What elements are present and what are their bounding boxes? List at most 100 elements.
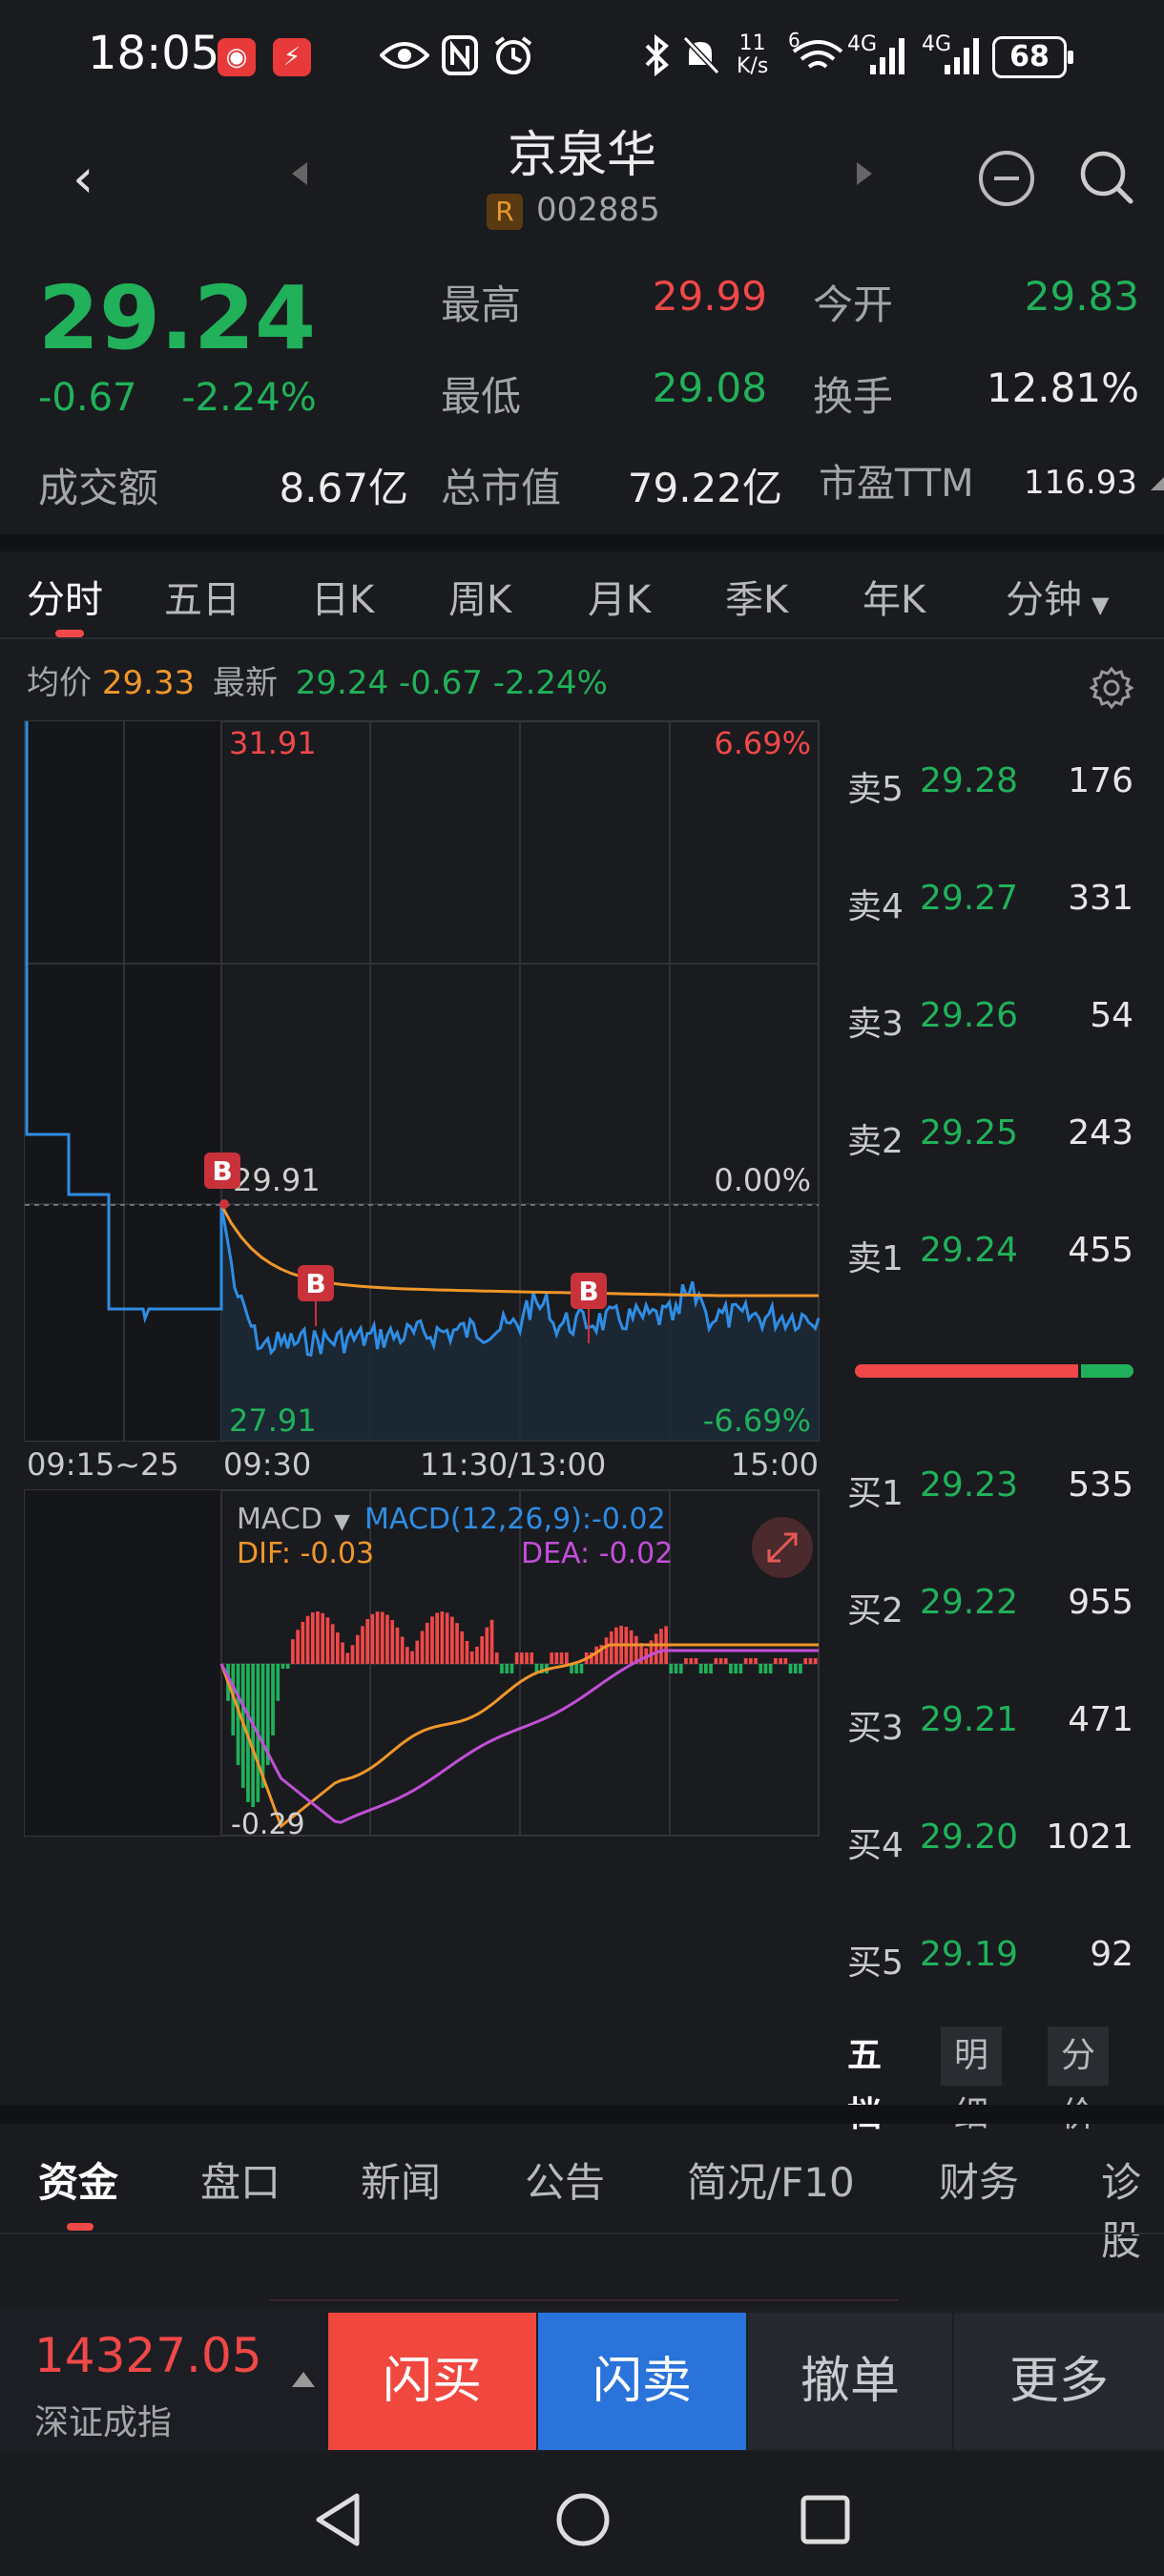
tab-weekly-k[interactable]: 周K — [448, 578, 512, 622]
bid-price: 29.22 — [920, 1583, 1019, 1622]
app-notification-icon: ⚡ — [273, 38, 311, 76]
tab-news[interactable]: 新闻 — [361, 2159, 442, 2206]
bid-price: 29.21 — [920, 1700, 1019, 1739]
bid-row[interactable]: 买2 29.22 955 — [847, 1583, 1133, 1640]
buy-marker[interactable]: B — [204, 1153, 240, 1209]
more-button[interactable]: 更多 — [954, 2313, 1164, 2450]
macd-bar — [723, 1658, 728, 1664]
chevron-down-icon[interactable]: ▼ — [334, 1510, 350, 1534]
macd-bar — [395, 1627, 400, 1664]
macd-bar — [460, 1631, 465, 1664]
tab-price-distribution[interactable]: 分价 — [1048, 2026, 1110, 2134]
nav-recents-icon[interactable] — [800, 2494, 851, 2545]
ask-price: 29.27 — [920, 879, 1019, 918]
ask-label: 卖2 — [847, 1122, 904, 1161]
bid-row[interactable]: 买4 29.20 1021 — [847, 1818, 1133, 1875]
flash-sell-button[interactable]: 闪卖 — [538, 2313, 746, 2450]
buy-marker-label: B — [305, 1268, 325, 1299]
macd-bar — [385, 1614, 389, 1664]
macd-selector[interactable]: MACD — [237, 1503, 322, 1536]
tab-intraday[interactable]: 分时 — [27, 578, 103, 622]
macd-bar — [336, 1632, 340, 1664]
tab-funds[interactable]: 资金 — [38, 2159, 119, 2206]
ask-label: 卖5 — [847, 770, 904, 809]
macd-bar — [759, 1664, 763, 1673]
ask-label: 卖1 — [847, 1239, 904, 1278]
tab-five-day[interactable]: 五日 — [164, 578, 240, 622]
macd-bar — [678, 1664, 683, 1673]
macd-bar — [316, 1611, 320, 1664]
ask-row[interactable]: 卖3 29.26 54 — [847, 996, 1133, 1053]
index-value[interactable]: 14327.05 — [34, 2328, 262, 2383]
macd-bar — [803, 1658, 808, 1664]
ask-row[interactable]: 卖1 29.24 455 — [847, 1231, 1133, 1288]
tab-diagnosis[interactable]: 诊股 — [1101, 2159, 1142, 2264]
bid-row[interactable]: 买3 29.21 471 — [847, 1700, 1133, 1757]
macd-bar — [370, 1613, 375, 1664]
divider — [0, 637, 1164, 639]
bid-volume: 535 — [1068, 1465, 1133, 1505]
ask-row[interactable]: 卖5 29.28 176 — [847, 761, 1133, 819]
ask-row[interactable]: 卖4 29.27 331 — [847, 879, 1133, 936]
net-speed-value: 11 — [738, 31, 766, 55]
buy-marker[interactable]: B — [298, 1265, 334, 1326]
tab-profile-f10[interactable]: 简况/F10 — [687, 2159, 855, 2206]
macd-bar — [321, 1612, 324, 1664]
gear-icon[interactable] — [1090, 666, 1133, 710]
next-stock-arrow[interactable] — [857, 162, 872, 185]
bid-row[interactable]: 买5 29.19 92 — [847, 1935, 1133, 1992]
macd-bar — [469, 1652, 474, 1664]
prev-stock-arrow[interactable] — [292, 162, 307, 185]
buy-marker[interactable]: B — [571, 1273, 607, 1343]
tab-handicap[interactable]: 盘口 — [200, 2159, 281, 2206]
macd-bar — [330, 1624, 335, 1664]
macd-bar — [260, 1664, 265, 1788]
remove-watchlist-button[interactable] — [979, 151, 1034, 206]
intraday-chart[interactable]: 31.91 29.91 27.91 6.69% 0.00% -6.69% B B… — [0, 706, 830, 2099]
system-nav-bar — [0, 2452, 1164, 2576]
nfc-icon — [442, 35, 478, 75]
turnover-value: 12.81% — [986, 364, 1139, 411]
status-bar: 18:05 ◉ ⚡ 11 K/s 6 4G 4G 68 — [0, 0, 1164, 114]
back-button[interactable]: ‹ — [73, 148, 94, 210]
tab-quarterly-k[interactable]: 季K — [725, 578, 789, 622]
macd-bar — [579, 1664, 584, 1673]
macd-bar — [430, 1616, 434, 1664]
macd-bar — [749, 1658, 753, 1664]
tab-monthly-k[interactable]: 月K — [588, 578, 652, 622]
tab-minute[interactable]: 分钟 ▼ — [1006, 569, 1109, 624]
macd-bar — [480, 1636, 484, 1664]
tab-announcements[interactable]: 公告 — [525, 2159, 606, 2206]
macd-bar — [734, 1664, 738, 1673]
macd-bar — [729, 1664, 733, 1673]
tab-yearly-k[interactable]: 年K — [863, 578, 926, 622]
tab-five-levels[interactable]: 五档 — [847, 2036, 883, 2134]
macd-bar — [634, 1635, 638, 1664]
macd-bar — [450, 1616, 454, 1664]
cancel-order-button[interactable]: 撤单 — [748, 2313, 952, 2450]
ask-row[interactable]: 卖2 29.25 243 — [847, 1113, 1133, 1171]
pe-value: 116.93 — [1024, 464, 1137, 502]
expand-icon[interactable] — [752, 1517, 813, 1578]
bid-row[interactable]: 买1 29.23 535 — [847, 1465, 1133, 1523]
flash-buy-button[interactable]: 闪买 — [328, 2313, 536, 2450]
tab-finance[interactable]: 财务 — [939, 2159, 1020, 2206]
search-icon[interactable] — [1078, 149, 1133, 204]
period-tabs: 分时 五日 日K 周K 月K 季K 年K 分钟 ▼ — [0, 555, 1164, 637]
macd-bar — [440, 1611, 445, 1664]
bid-label: 买3 — [847, 1709, 904, 1748]
y-axis-bottom-label: 27.91 — [229, 1402, 317, 1439]
macd-bar — [590, 1652, 593, 1664]
high-value: 29.99 — [652, 273, 767, 320]
bid-price: 29.19 — [920, 1935, 1019, 1974]
index-name[interactable]: 深证成指 — [34, 2403, 173, 2442]
macd-bar — [265, 1664, 270, 1766]
x-axis-label: 11:30/13:00 — [420, 1446, 606, 1483]
expand-index-arrow[interactable] — [292, 2372, 315, 2387]
macd-bar — [649, 1640, 654, 1664]
wifi-badge: 6 — [788, 29, 800, 52]
nav-back-icon[interactable] — [313, 2492, 363, 2547]
tab-details[interactable]: 明细 — [941, 2026, 1003, 2134]
nav-home-icon[interactable] — [555, 2492, 611, 2547]
tab-daily-k[interactable]: 日K — [311, 578, 375, 622]
